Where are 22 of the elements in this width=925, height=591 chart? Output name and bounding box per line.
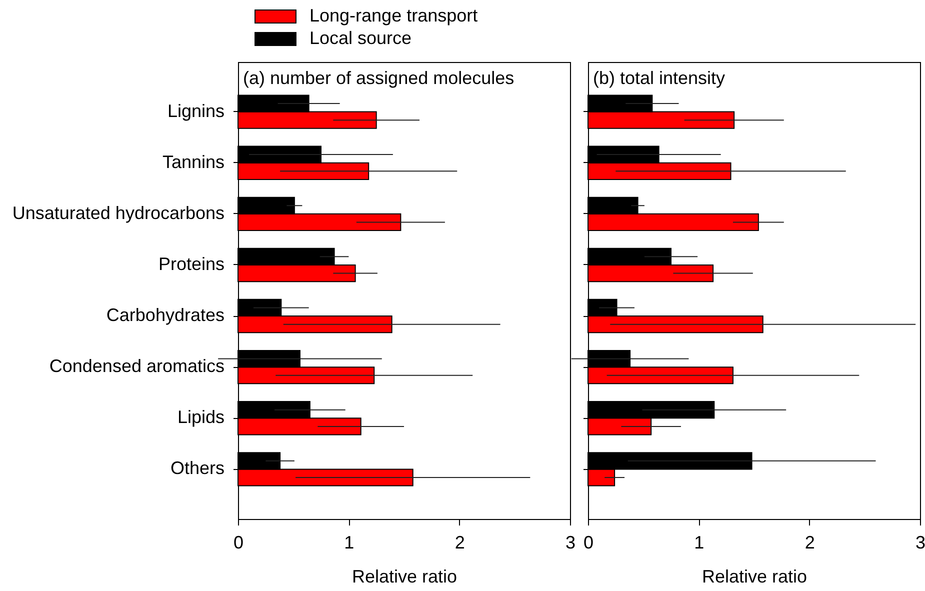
x-tick-label: 2: [804, 532, 815, 552]
legend-label: Local source: [310, 28, 412, 48]
x-tick-label: 3: [565, 532, 576, 552]
x-axis-title: Relative ratio: [702, 566, 808, 586]
x-tick-label: 1: [694, 532, 704, 552]
x-tick-label: 0: [233, 532, 244, 552]
x-tick-label: 0: [583, 532, 594, 552]
y-tick-label: Lignins: [167, 100, 224, 121]
y-tick-label: Lipids: [177, 407, 224, 428]
y-tick-label: Proteins: [158, 254, 224, 274]
legend-label: Long-range transport: [310, 6, 478, 26]
chart-title: (a) number of assigned molecules: [243, 68, 514, 88]
y-tick-label: Others: [170, 458, 224, 478]
chart-title: (b) total intensity: [593, 68, 726, 88]
y-tick-label: Carbohydrates: [106, 305, 224, 326]
x-axis-title: Relative ratio: [352, 566, 458, 586]
y-tick-label: Condensed aromatics: [49, 356, 224, 376]
y-tick-label: Unsaturated hydrocarbons: [12, 202, 224, 223]
y-tick-label: Tannins: [162, 152, 224, 172]
x-tick-label: 1: [344, 532, 354, 552]
x-tick-label: 3: [915, 532, 925, 552]
x-tick-label: 2: [454, 532, 465, 552]
